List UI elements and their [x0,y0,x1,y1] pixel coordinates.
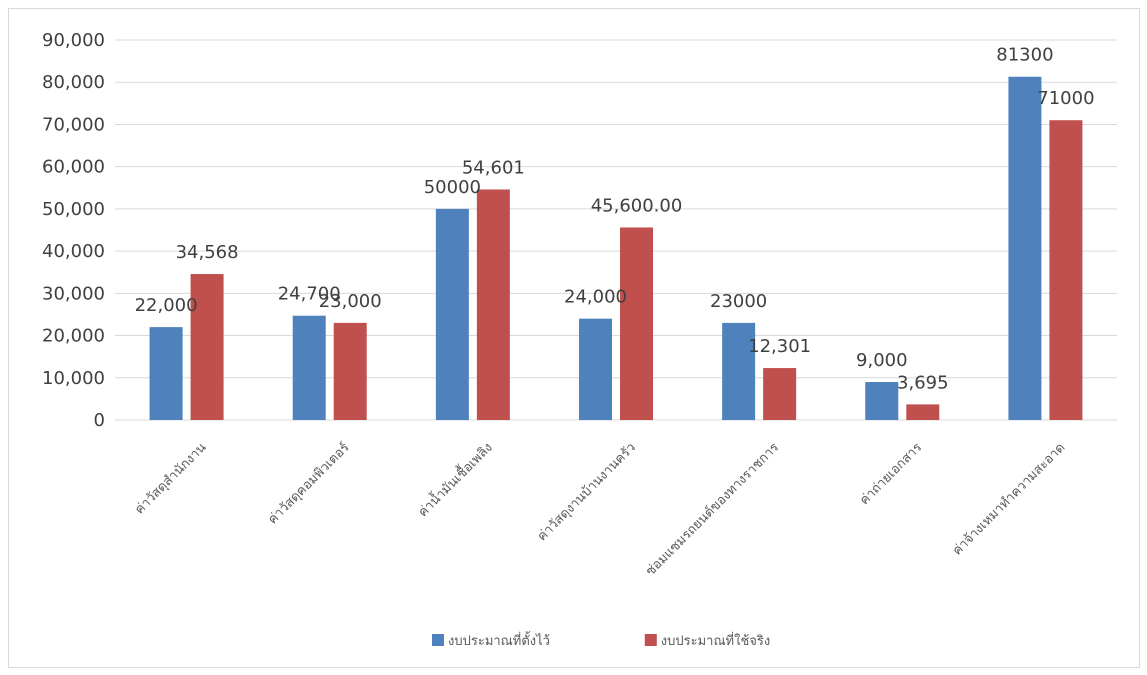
y-tick-label: 0 [94,410,105,431]
data-labels: 22,000 24,700 50000 24,000 23000 9,000 81300 34… [135,45,1095,394]
data-label: 34,568 [176,242,239,263]
y-tick-label: 60,000 [42,157,105,178]
data-label: 3,695 [897,372,949,393]
y-tick-label: 20,000 [42,326,105,347]
y-tick-label: 10,000 [42,368,105,389]
gridlines [115,39,1117,421]
legend-label: งบประมาณที่ใช้จริง [661,632,770,649]
y-tick-label: 80,000 [42,72,105,93]
data-label: 81300 [996,45,1053,66]
bars [149,76,1083,420]
bar-series-0-cat-0 [149,327,183,420]
y-tick-label: 70,000 [42,114,105,135]
bar-series-0-cat-6 [1008,76,1042,420]
data-label: 22,000 [135,295,198,316]
bar-series-0-cat-5 [865,382,899,420]
x-category-label: ค่าจ้างเหมาทำความสะอาด [950,440,1068,558]
bar-series-1-cat-0 [190,274,224,420]
data-label: 23000 [710,291,767,312]
bar-series-0-cat-4 [722,322,756,420]
data-label: 50000 [424,177,481,198]
y-axis-ticks: 0 10,000 20,000 30,000 40,000 50,000 60,000 70,… [42,30,105,431]
x-category-label: ซ่อมแซมรถยนต์ของทางราชการ [642,440,782,580]
legend: งบประมาณที่ตั้งไว้ งบประมาณที่ใช้จริง [432,631,770,649]
bar-series-0-cat-2 [435,208,469,420]
x-category-label: ค่าวัสดุคอมพิวเตอร์ [265,440,353,528]
bar-series-1-cat-2 [476,189,510,420]
legend-label: งบประมาณที่ตั้งไว้ [448,631,550,649]
data-label: 54,601 [462,157,525,178]
data-label: 24,000 [564,287,627,308]
bar-series-0-cat-3 [579,318,612,420]
bar-series-1-cat-6 [1049,120,1083,420]
x-axis-categories: ค่าวัสดุสำนักงาน ค่าวัสดุคอมพิวเตอร์ ค่าน้… [132,438,1068,579]
data-label: 45,600.00 [591,195,683,216]
data-label: 71000 [1037,88,1094,109]
data-label: 12,301 [748,336,811,357]
x-category-label: ค่าน้ำมันเชื้อเพลิง [414,438,496,520]
x-category-label: ค่าถ่ายเอกสาร [857,440,925,508]
bar-series-0-cat-1 [292,315,326,420]
data-label: 9,000 [856,350,908,371]
legend-swatch [432,634,444,646]
x-category-label: ค่าวัสดุสำนักงาน [132,440,209,517]
y-tick-label: 90,000 [42,30,105,51]
bar-series-1-cat-5 [906,404,940,420]
y-tick-label: 40,000 [42,241,105,262]
legend-swatch [644,634,657,646]
data-label: 24,700 [278,284,341,305]
x-category-label: ค่าวัสดุงานบ้านงานครัว [535,440,639,544]
data-label: 23,000 [319,291,382,312]
bar-series-1-cat-1 [333,322,367,420]
bar-series-1-cat-4 [763,368,797,420]
y-tick-label: 50,000 [42,199,105,220]
bar-series-1-cat-3 [620,227,653,420]
y-tick-label: 30,000 [42,283,105,304]
